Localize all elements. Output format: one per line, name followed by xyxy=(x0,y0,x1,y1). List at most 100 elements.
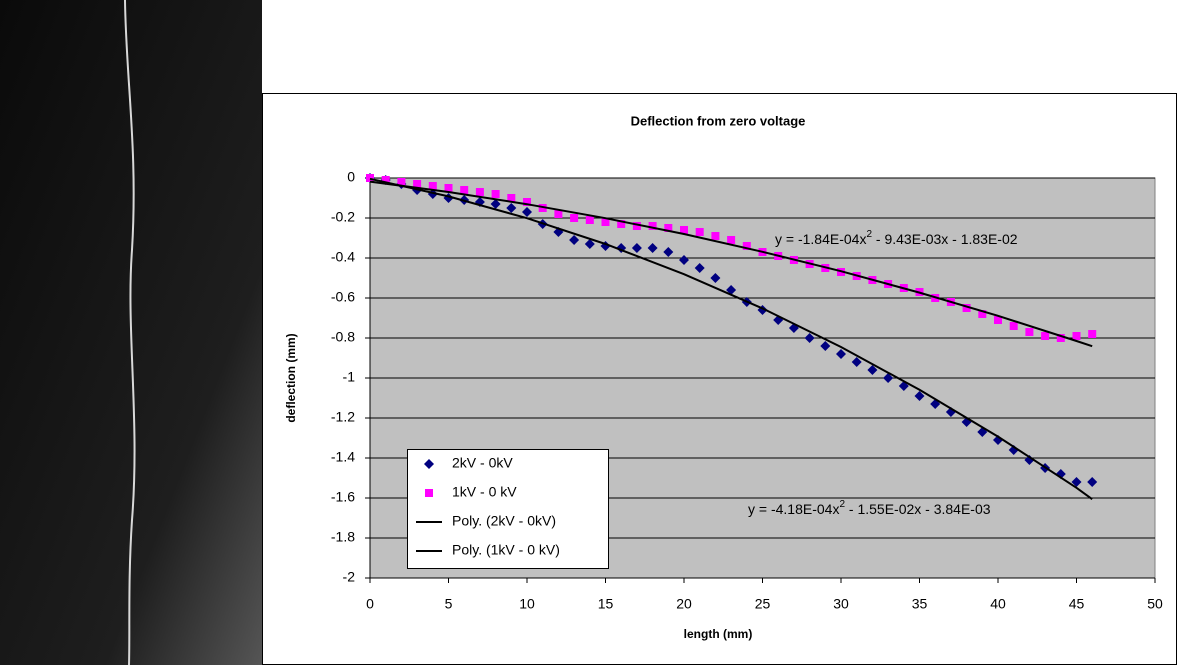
data-point xyxy=(1071,477,1082,487)
y-tick-label: 0 xyxy=(347,169,355,185)
equation-part: y = -4.18E-04x xyxy=(748,501,839,517)
x-tick-label: 10 xyxy=(519,596,535,612)
data-point xyxy=(1041,332,1050,340)
data-point xyxy=(647,243,658,253)
data-point xyxy=(554,210,563,218)
data-point xyxy=(366,174,374,182)
x-tick-label: 25 xyxy=(755,596,771,612)
data-point xyxy=(522,207,532,217)
data-point xyxy=(460,186,469,194)
data-point xyxy=(883,373,894,383)
data-point xyxy=(663,247,674,257)
data-point xyxy=(428,182,437,190)
data-point xyxy=(851,357,862,367)
data-point xyxy=(820,341,831,351)
x-tick-label: 50 xyxy=(1147,596,1163,612)
data-point xyxy=(711,232,720,240)
data-point xyxy=(475,188,484,196)
data-point xyxy=(570,214,579,222)
data-point xyxy=(413,180,422,188)
data-point xyxy=(679,255,689,265)
y-tick-label: -0.8 xyxy=(331,329,355,345)
y-axis-label: deflection (mm) xyxy=(284,333,298,422)
data-point xyxy=(836,349,846,359)
equation-part: - 9.43E-03x - 1.83E-02 xyxy=(872,231,1018,247)
data-point xyxy=(601,218,610,226)
data-point xyxy=(1024,455,1035,465)
legend-swatch xyxy=(424,459,434,469)
y-tick-label: -1.6 xyxy=(331,489,355,505)
legend-label: Poly. (2kV - 0kV) xyxy=(452,513,556,529)
data-point xyxy=(867,365,878,375)
data-point xyxy=(569,235,580,245)
trendline xyxy=(369,180,1093,348)
equation-part: 2 xyxy=(839,499,845,510)
y-tick-label: -1.2 xyxy=(331,409,355,425)
trendline xyxy=(369,177,1093,501)
y-tick-label: -2 xyxy=(343,569,356,585)
data-point xyxy=(694,263,705,273)
trendline-equation: y = -1.84E-04x2 - 9.43E-03x - 1.83E-02 xyxy=(775,229,1018,247)
data-point xyxy=(727,236,736,244)
data-point xyxy=(648,222,657,230)
equation-part: y = -1.84E-04x xyxy=(775,231,866,247)
legend-label: 1kV - 0 kV xyxy=(452,484,517,500)
chart-title: Deflection from zero voltage xyxy=(631,113,806,128)
x-tick-label: 40 xyxy=(990,596,1006,612)
x-tick-label: 15 xyxy=(598,596,614,612)
trendline-equation: y = -4.18E-04x2 - 1.55E-02x - 3.84E-03 xyxy=(748,499,991,517)
data-point xyxy=(962,304,971,312)
data-point xyxy=(490,199,501,209)
data-point xyxy=(523,198,531,206)
data-point xyxy=(584,239,595,249)
data-point xyxy=(1056,334,1065,342)
data-point xyxy=(491,190,500,198)
data-point xyxy=(664,224,673,232)
data-point xyxy=(914,391,925,401)
x-tick-label: 30 xyxy=(833,596,849,612)
data-point xyxy=(1088,330,1097,338)
data-point xyxy=(695,228,704,236)
data-point xyxy=(804,333,815,343)
data-point xyxy=(631,243,642,253)
x-tick-label: 45 xyxy=(1069,596,1085,612)
legend-label: 2kV - 0kV xyxy=(452,455,513,471)
y-tick-label: -0.2 xyxy=(331,209,355,225)
data-point xyxy=(397,178,406,186)
x-axis-label: length (mm) xyxy=(684,627,753,641)
equation-part: - 1.55E-02x - 3.84E-03 xyxy=(845,501,991,517)
data-point xyxy=(617,220,626,228)
data-point xyxy=(506,203,517,213)
data-point xyxy=(680,226,688,234)
x-tick-label: 5 xyxy=(445,596,453,612)
data-point xyxy=(1009,322,1018,330)
data-point xyxy=(1072,332,1081,340)
data-point xyxy=(1087,477,1098,487)
data-point xyxy=(632,222,641,230)
data-point xyxy=(1025,328,1034,336)
data-point xyxy=(994,316,1002,324)
y-tick-label: -0.6 xyxy=(331,289,355,305)
y-tick-label: -1 xyxy=(343,369,356,385)
x-tick-label: 35 xyxy=(912,596,928,612)
data-point xyxy=(444,184,453,192)
equation-part: 2 xyxy=(866,229,872,240)
data-point xyxy=(742,242,751,250)
x-tick-label: 20 xyxy=(676,596,692,612)
data-point xyxy=(726,285,737,295)
fiber xyxy=(124,0,136,665)
data-point xyxy=(978,310,987,318)
data-point xyxy=(507,194,516,202)
data-point xyxy=(585,216,594,224)
data-point xyxy=(381,176,390,184)
x-tick-label: 0 xyxy=(366,596,374,612)
data-point xyxy=(710,273,721,283)
y-tick-label: -1.8 xyxy=(331,529,355,545)
legend-swatch xyxy=(425,489,433,497)
y-tick-label: -0.4 xyxy=(331,249,355,265)
legend xyxy=(407,449,609,569)
legend-label: Poly. (1kV - 0 kV) xyxy=(452,542,560,558)
y-tick-label: -1.4 xyxy=(331,449,355,465)
